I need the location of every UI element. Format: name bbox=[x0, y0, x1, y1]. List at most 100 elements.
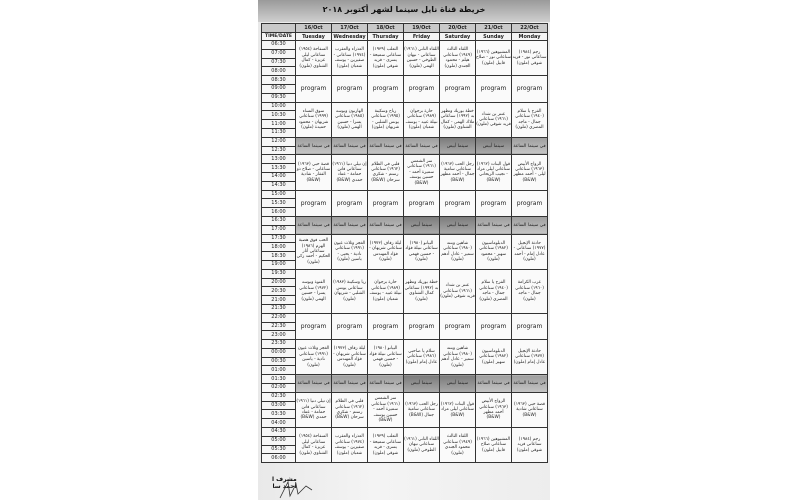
movie-cell: الفرح يا سلام (١٩٤٠) سناعاتي جمال - ماجد… bbox=[475, 268, 512, 314]
movie-cell: قصة حبي (١٩٦٣) سناعاتي شادية (B&W) bbox=[511, 391, 548, 429]
movie-cell: الثعلب (١٩٣٩) سناعاتي سميحة - يسرى - فري… bbox=[367, 427, 404, 464]
movie-cell: ليلة زفاف (١٩٧٣) سناعاتي شريهان - فؤاد ا… bbox=[367, 233, 404, 270]
movie-cell: رباح وسكينة (١٩٩٥) سناعاتي يونس الشلبي -… bbox=[367, 101, 404, 138]
schedule-table: 16/Oct 17/Oct 18/Oct 19/Oct 20/Oct 21/Oct 22/O… bbox=[261, 23, 548, 464]
movie-cell: رجل الحب (١٩٦٣) سناعاتي سامية جمال - أحم… bbox=[439, 154, 476, 191]
date-row: 16/Oct 17/Oct 18/Oct 19/Oct 20/Oct 21/Oct 22/O… bbox=[261, 23, 548, 33]
time-cell: 20:00 bbox=[261, 277, 296, 288]
movie-cell: اللقاء الثاني (١٩٦١) سناعاتي - نيهان الط… bbox=[403, 39, 440, 77]
time-cell: 09:00 bbox=[261, 83, 296, 94]
cinema-band-cell: سينما أبيض bbox=[439, 215, 476, 235]
supervisor-title: مشرف ا bbox=[272, 476, 297, 483]
date-header: 20/Oct bbox=[439, 23, 476, 33]
time-cell: 18:00 bbox=[261, 242, 296, 253]
movie-cell: المشبوهين (١٩٦٦) سناعاتي نور - صلاح قابي… bbox=[475, 39, 512, 77]
time-cell: 01:00 bbox=[261, 365, 296, 376]
day-row: TIME/DATE Tuesday Wednesday Thursday Friday S… bbox=[261, 32, 548, 41]
supervisor-name: أحمد سا bbox=[272, 483, 297, 490]
movie-cell: اللقاء الثالث (١٩٤٩) سناعاتي محمود الجند… bbox=[439, 427, 476, 464]
time-cell: 23:00 bbox=[261, 330, 296, 341]
time-cell: 07:00 bbox=[261, 48, 296, 59]
time-row: 12:00 في سينما الساعة في سينما الساعة في سي… bbox=[261, 136, 548, 156]
time-cell: 03:30 bbox=[261, 409, 296, 420]
cinema-band-cell: في سينما الساعة bbox=[331, 215, 368, 235]
cinema-band-cell: في سينما الساعة bbox=[403, 136, 440, 156]
program-cell: program bbox=[403, 75, 440, 103]
time-row: 08:30 program program program program program… bbox=[261, 75, 548, 103]
time-cell: 23:30 bbox=[261, 339, 296, 349]
movie-cell: سوق النساء (١٩٩٩) سناعاتي شريهان - محمود… bbox=[295, 101, 332, 138]
cinema-band-cell: سينما أبيض bbox=[475, 136, 512, 156]
time-cell: 11:00 bbox=[261, 119, 296, 129]
movie-cell: المشبوهين (١٩٦٦) سناعاتي صلاح قابيل (ملو… bbox=[475, 427, 512, 464]
program-cell: program bbox=[475, 75, 512, 103]
program-cell: program bbox=[475, 189, 512, 217]
date-header: 19/Oct bbox=[403, 23, 440, 33]
cinema-band-cell: سينما أبيض bbox=[403, 374, 440, 393]
time-cell: 22:30 bbox=[261, 321, 296, 332]
cinema-band-cell: في سينما الساعة bbox=[367, 136, 404, 156]
day-header: Sunday bbox=[475, 32, 512, 41]
program-cell: program bbox=[367, 189, 404, 217]
scanned-schedule-page: خريطة قناة نايل سينما لشهر أكتوبر ٢٠١٨ 1… bbox=[258, 0, 550, 500]
movie-cell: خطة بوريك وتظهر به (١٩٩٢) سناعاتي كمال ا… bbox=[403, 268, 440, 314]
movie-cell: اللقاء الثاني (١٩٦١) سناعاتي نيهان الطوخ… bbox=[403, 427, 440, 464]
cinema-band-cell: في سينما الساعة bbox=[295, 374, 332, 393]
movie-cell: رجل الحب (١٩٦٣) سناعاتي سامية جمال (B&W) bbox=[403, 391, 440, 429]
cinema-band-cell: في سينما الساعة bbox=[511, 374, 548, 393]
time-cell: 14:30 bbox=[261, 180, 296, 191]
movie-cell: عرب الكرامة (١٩٦٠) سناعاتي جمال - ماجد (… bbox=[511, 268, 548, 314]
movie-cell: قصة حبي (١٩٦٣) سناعاتي - صلاح ذو الفقار … bbox=[295, 154, 332, 191]
cinema-band-cell: في سينما الساعة bbox=[367, 374, 404, 393]
time-row: 17:30 الحب فوق هضبة الهرم (١٩٨٦) سناعاتي … bbox=[261, 233, 548, 270]
program-cell: program bbox=[511, 312, 548, 341]
time-cell: 07:30 bbox=[261, 57, 296, 68]
time-cell: 21:00 bbox=[261, 295, 296, 305]
time-row: 19:30 الفتوة وبوسه (١٩٧٢) سناعاتي يسرا - … bbox=[261, 268, 548, 314]
movie-cell: البيانو (١٩٨٠) سناعاتي نبيلة فؤاد - حسين… bbox=[403, 233, 440, 270]
movie-cell: العذراء والعقرب (١٩٧٤) سناعاتي صفيرين - … bbox=[331, 427, 368, 464]
program-cell: program bbox=[439, 189, 476, 217]
time-cell: 03:00 bbox=[261, 400, 296, 411]
time-cell: 00:30 bbox=[261, 356, 296, 367]
time-cell: 19:00 bbox=[261, 259, 296, 270]
movie-cell: شاهين وبنته (١٩٨٠) سناعاتي سمير - عادل أ… bbox=[439, 233, 476, 270]
time-cell: 15:30 bbox=[261, 198, 296, 209]
time-row: 16:30 في سينما الساعة في سينما الساعة في سي… bbox=[261, 215, 548, 235]
cinema-band-cell: في سينما الساعة bbox=[511, 215, 548, 235]
cinema-band-cell: في سينما الساعة bbox=[295, 215, 332, 235]
movie-cell: إن تيلي دنيا (١٩٦١) سناعاتي فاتن حمامة -… bbox=[331, 154, 368, 191]
movie-cell: الزواج الأبيض (١٩٦٣) سناعاتي أحمد مظهر (… bbox=[475, 391, 512, 429]
program-cell: program bbox=[511, 75, 548, 103]
movie-cell: قول البنات (١٩٦٢) سناعاتي ليلى مراد (B&W… bbox=[439, 391, 476, 429]
time-cell: 17:30 bbox=[261, 233, 296, 244]
scan-shadow-band bbox=[258, 0, 550, 22]
movie-cell: الهاربون وبوسه (١٩٨٥) سناعاتي يسرا - حسي… bbox=[331, 101, 368, 138]
time-cell: 08:30 bbox=[261, 75, 296, 85]
program-cell: program bbox=[331, 189, 368, 217]
time-cell: 10:30 bbox=[261, 110, 296, 121]
time-row: 15:00 program program program program program… bbox=[261, 189, 548, 217]
movie-cell: قلبي في الظلام (١٩٦٢) سناعاتي رستم - شكر… bbox=[367, 154, 404, 191]
time-cell: 01:30 bbox=[261, 374, 296, 385]
time-cell: 12:30 bbox=[261, 145, 296, 156]
cinema-band-cell: في سينما الساعة bbox=[475, 374, 512, 393]
movie-cell: حادثة الإنجيل (١٩٧٧) سناعاتي - عادل إمام… bbox=[511, 233, 548, 270]
page-title: خريطة قناة نايل سينما لشهر أكتوبر ٢٠١٨ bbox=[322, 5, 486, 14]
movie-cell: العذراء والعقرب (١٩٧٤) سناعاتي - صفيرين … bbox=[331, 39, 368, 77]
program-cell: program bbox=[295, 189, 332, 217]
movie-cell: اللقاء الثالث (١٩٤٩) سناعاتي هيلم - محمو… bbox=[439, 39, 476, 77]
movie-cell: إن تيلي دنيا (١٩٦١) سناعاتي فاتن حمامة -… bbox=[295, 391, 332, 429]
movie-cell: السفاحة (١٩٥٤) سناعاتي ليلى عزيزة - كمال… bbox=[295, 427, 332, 464]
time-cell: 05:00 bbox=[261, 435, 296, 446]
time-cell: 13:30 bbox=[261, 163, 296, 173]
time-cell: 19:30 bbox=[261, 268, 296, 279]
time-cell: 02:30 bbox=[261, 391, 296, 402]
movie-cell: الحب فوق هضبة الهرم (١٩٨٦) سناعاتي أثار … bbox=[295, 233, 332, 270]
time-row: 06:00 bbox=[261, 453, 548, 464]
movie-cell: الزواج الأبيض (١٩٦٣) سناعاتي ليلى - أحمد… bbox=[511, 154, 548, 191]
day-header: Friday bbox=[403, 32, 440, 41]
movie-cell: الغجر وثلاث عيون (١٩٩١) سناعاتي نادية - … bbox=[295, 339, 332, 376]
time-cell: 05:30 bbox=[261, 444, 296, 455]
movie-cell: ريا وسكينة (١٩٨٣) سناعاتي يونس الشلبي - … bbox=[331, 268, 368, 314]
